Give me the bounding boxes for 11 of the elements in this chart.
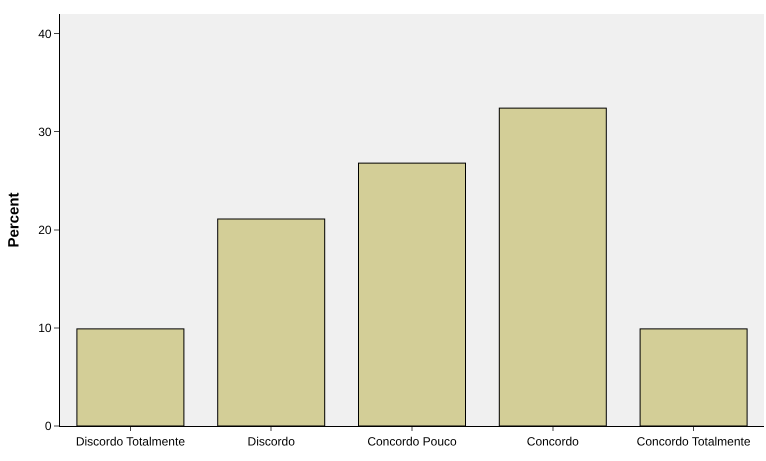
x-tick-label: Concordo — [526, 434, 580, 448]
x-tick-label: Concordo Pouco — [367, 434, 458, 448]
x-tick-label: Concordo Totalmente — [636, 434, 751, 448]
x-tick-label: Discordo Totalmente — [76, 434, 186, 448]
y-tick-label: 0 — [44, 419, 52, 434]
y-axis-title: Percent — [5, 192, 22, 248]
y-tick-label: 10 — [38, 321, 52, 336]
y-tick-label: 20 — [38, 223, 52, 238]
x-tick-label: Discordo — [248, 434, 296, 448]
y-tick-label: 40 — [38, 26, 52, 41]
y-tick-label: 30 — [38, 124, 52, 139]
